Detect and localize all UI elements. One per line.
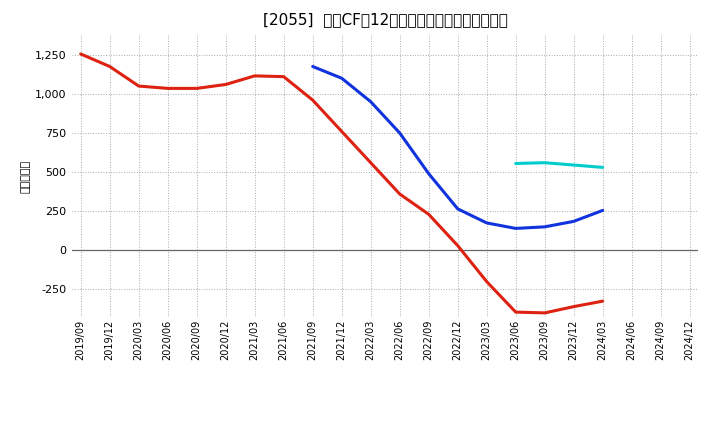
3年 [511, 309, 520, 315]
7年 [511, 161, 520, 166]
Title: [2055]  営業CFだ12か月移動合計の平均値の推移: [2055] 営業CFだ12か月移動合計の平均値の推移 [263, 12, 508, 27]
5年 [598, 208, 607, 213]
3年 [105, 64, 114, 69]
3年 [135, 84, 143, 89]
7年 [541, 160, 549, 165]
3年 [338, 129, 346, 134]
Legend: 3年, 5年, 7年, 10年: 3年, 5年, 7年, 10年 [242, 434, 528, 440]
5年 [511, 226, 520, 231]
5年 [308, 64, 317, 69]
7年 [598, 165, 607, 170]
5年 [424, 171, 433, 176]
5年 [395, 130, 404, 136]
3年 [541, 310, 549, 315]
3年 [76, 51, 85, 57]
3年 [192, 86, 201, 91]
3年 [598, 298, 607, 304]
Y-axis label: （百万円）: （百万円） [21, 159, 31, 193]
5年 [482, 220, 491, 226]
3年 [482, 279, 491, 284]
5年 [338, 76, 346, 81]
5年 [366, 99, 375, 104]
3年 [163, 86, 172, 91]
5年 [570, 219, 578, 224]
3年 [308, 98, 317, 103]
7年 [570, 162, 578, 168]
3年 [395, 191, 404, 197]
3年 [454, 243, 462, 248]
3年 [424, 212, 433, 217]
3年 [279, 74, 288, 79]
3年 [221, 82, 230, 87]
Line: 3年: 3年 [81, 54, 603, 313]
Line: 7年: 7年 [516, 163, 603, 167]
3年 [366, 160, 375, 165]
3年 [570, 304, 578, 309]
5年 [541, 224, 549, 230]
3年 [251, 73, 259, 78]
Line: 5年: 5年 [312, 66, 603, 228]
5年 [454, 206, 462, 212]
